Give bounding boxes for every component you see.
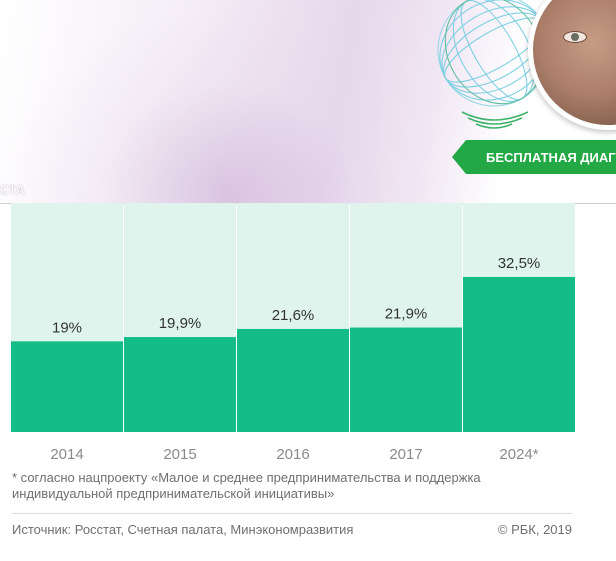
x-tick-label-3: 2017 [389, 446, 422, 463]
label-group: 19% 2014 19,9% 2015 21,6% 2016 21,9% 2017 32,5% 2… [50, 255, 540, 463]
bar-0 [11, 341, 123, 432]
ad-background-fade [0, 0, 380, 203]
x-tick-label-4: 2024* [499, 446, 538, 463]
bar-chart: 19% 2014 19,9% 2015 21,6% 2016 21,9% 2017 32,5% 2… [11, 203, 575, 463]
bar-4 [463, 276, 575, 432]
x-tick-label-2: 2016 [276, 446, 309, 463]
bar-group [11, 203, 575, 432]
data-label-0: 19% [52, 319, 82, 336]
chart-footnote: * согласно нацпроекту «Малое и среднее п… [12, 470, 481, 501]
ad-caption: СТА [0, 183, 25, 197]
bar-3 [350, 327, 462, 432]
data-label-3: 21,9% [385, 306, 428, 323]
bar-1 [124, 337, 236, 432]
data-label-2: 21,6% [272, 307, 315, 324]
x-tick-label-0: 2014 [50, 446, 83, 463]
ad-cta-label: БЕСПЛАТНАЯ ДИАГ [486, 149, 616, 165]
data-label-1: 19,9% [159, 315, 202, 332]
x-tick-label-1: 2015 [163, 446, 196, 463]
footer-divider [12, 513, 572, 514]
ad-cta-button[interactable]: БЕСПЛАТНАЯ ДИАГ [452, 140, 616, 174]
ad-banner[interactable]: СТА БЕСПЛАТНАЯ ДИАГ [0, 0, 616, 204]
source-text: Источник: Росстат, Счетная палата, Минэк… [12, 522, 354, 537]
data-label-4: 32,5% [498, 255, 541, 272]
portrait-eye [563, 31, 587, 43]
copyright-text: © РБК, 2019 [497, 522, 572, 537]
bar-2 [237, 328, 349, 432]
